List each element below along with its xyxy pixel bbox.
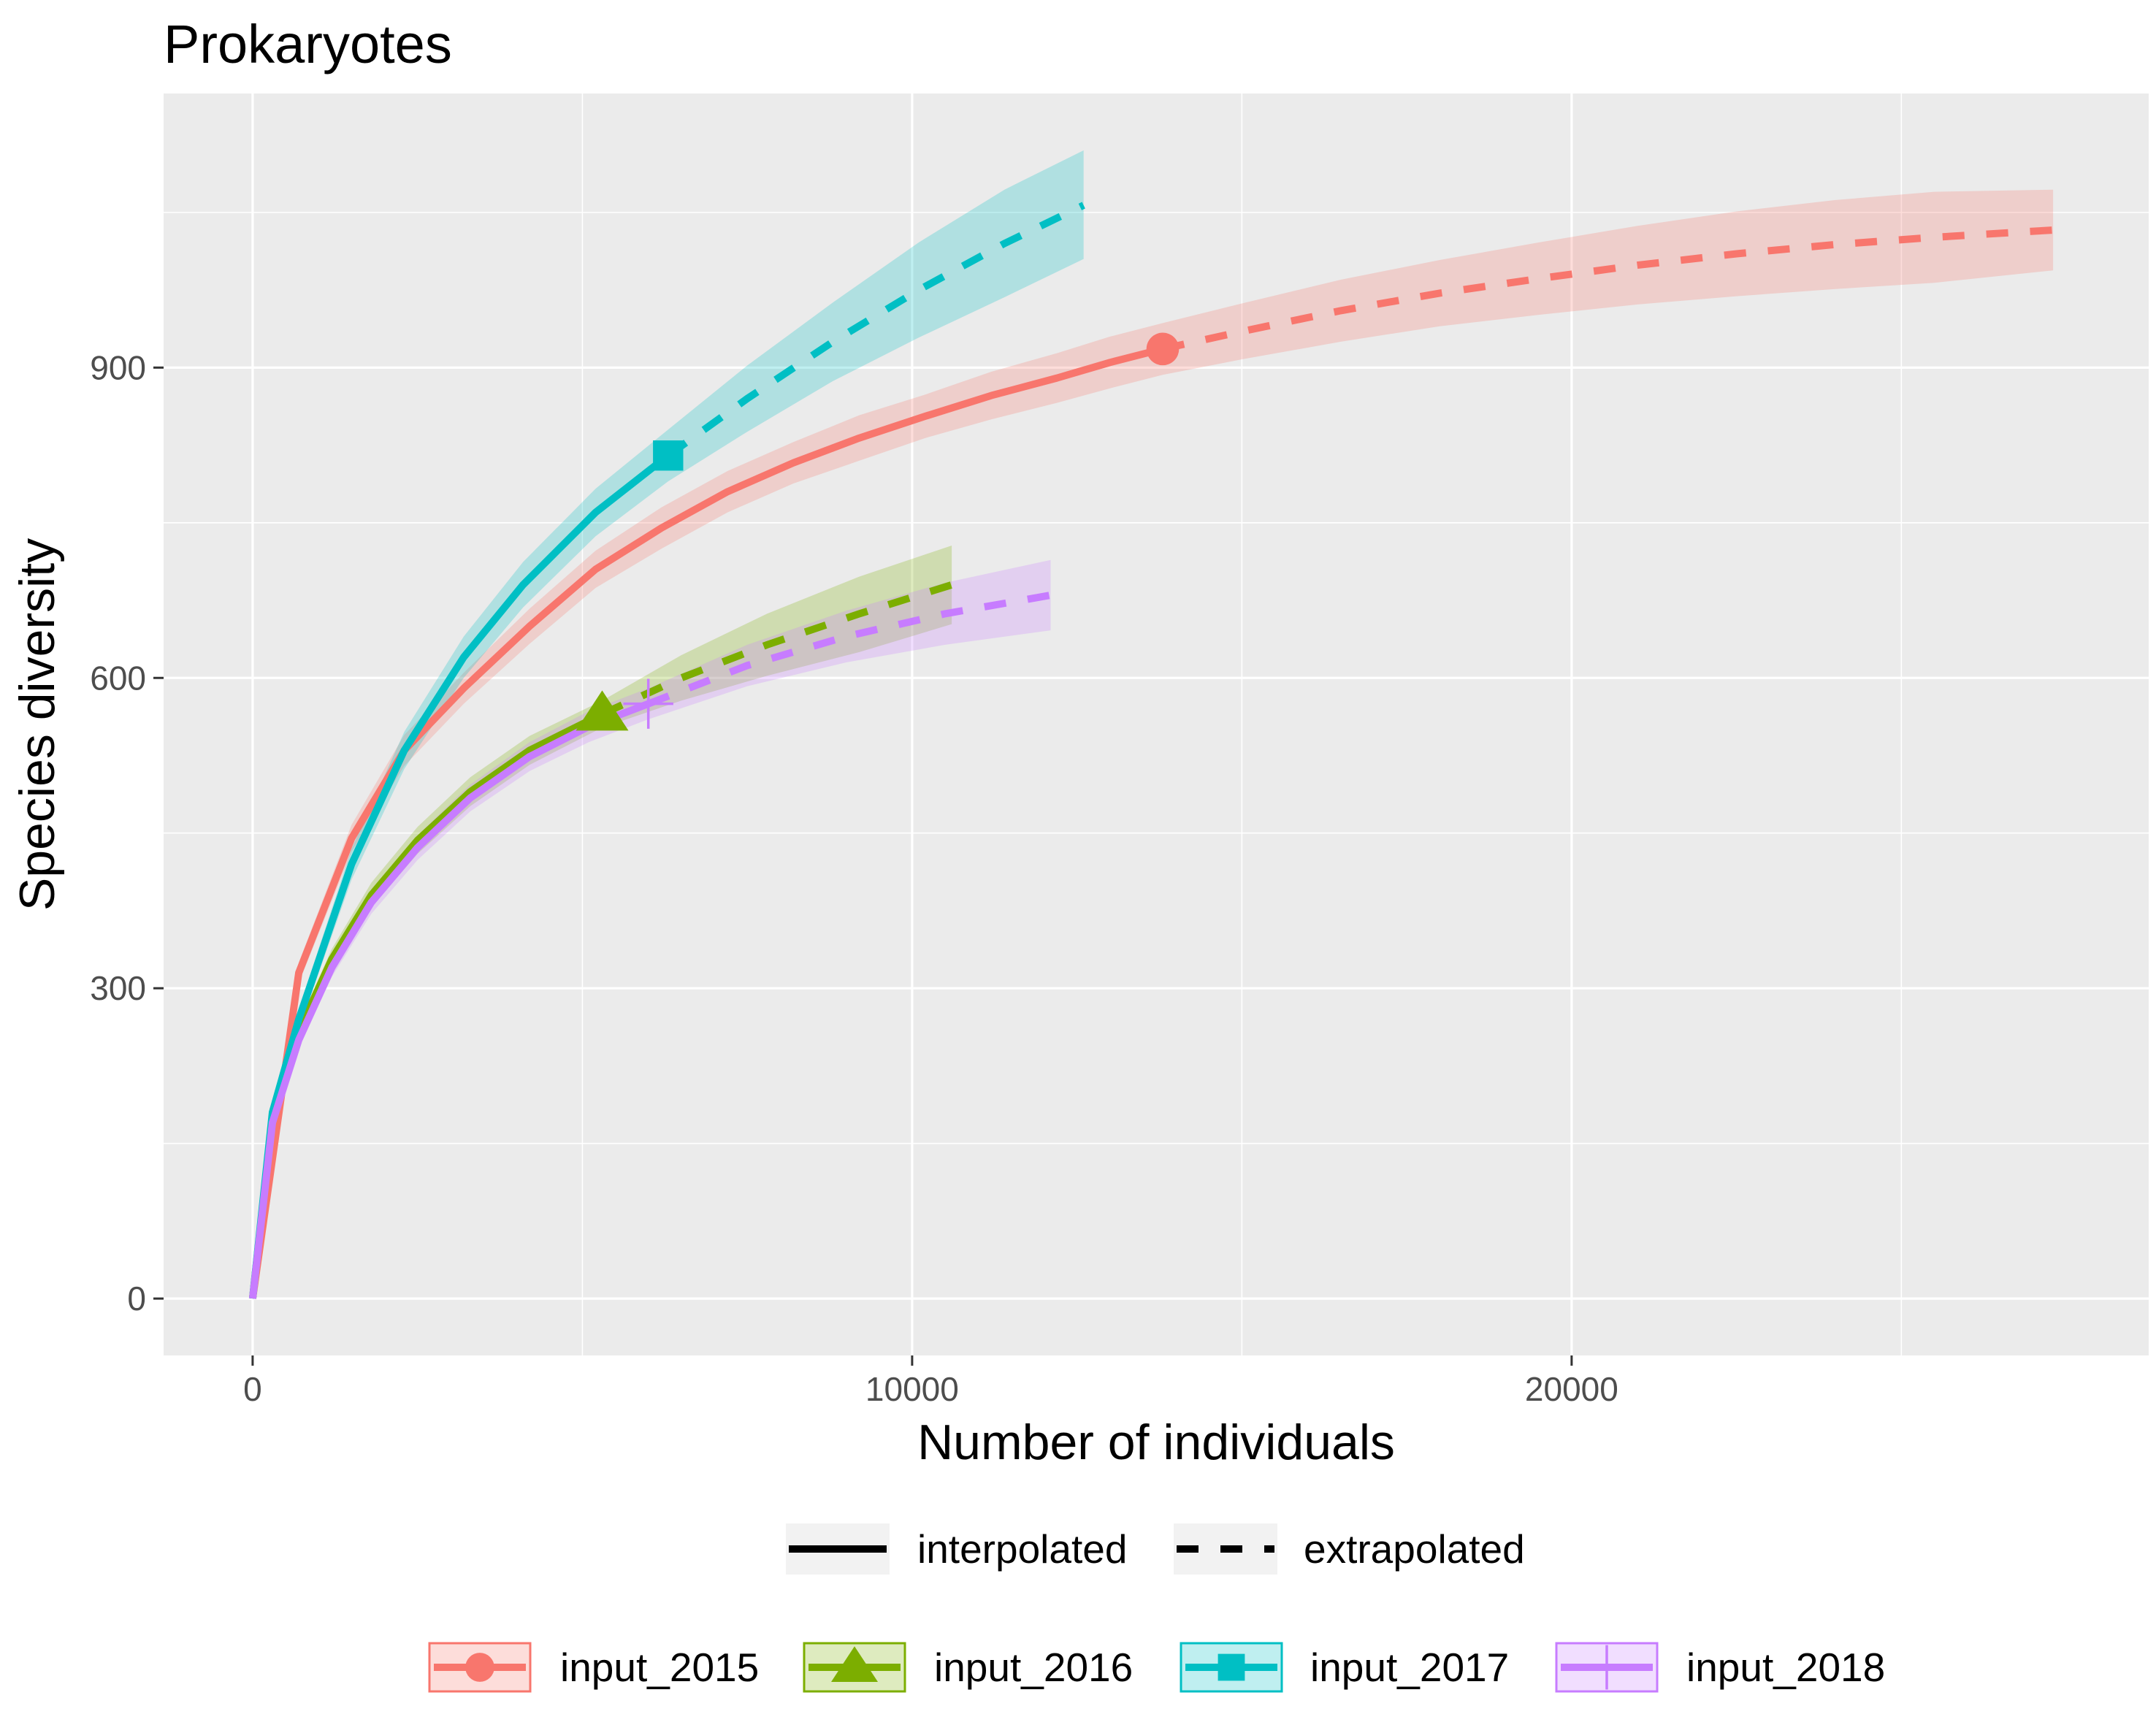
observed-point-input_2015 — [1146, 332, 1180, 366]
series-key-input_2016 — [803, 1642, 906, 1693]
linetype-key-solid — [786, 1523, 890, 1575]
y-tick-label: 600 — [90, 659, 146, 697]
observed-point-input_2017 — [653, 440, 684, 471]
extrapolated-line-input_2015 — [1161, 226, 2054, 353]
linetype-label-solid: interpolated — [917, 1526, 1127, 1572]
axis-tick-labels: 0 10000 20000 0 300 600 900 — [90, 348, 1618, 1408]
linetype-key-dashed — [1174, 1523, 1277, 1575]
observed-markers — [576, 332, 1180, 731]
x-tick-label: 10000 — [865, 1370, 959, 1408]
major-gridlines — [164, 93, 2149, 1355]
observed-point-input_2016 — [576, 690, 629, 731]
confidence-band-input_2016 — [252, 546, 952, 1299]
confidence-band-input_2018 — [252, 559, 1051, 1299]
series-label-input_2017: input_2017 — [1310, 1645, 1509, 1690]
x-tick-label: 20000 — [1525, 1370, 1618, 1408]
series-key-input_2018 — [1555, 1642, 1659, 1693]
y-axis-title: Species diversity — [9, 538, 65, 911]
series-label-input_2018: input_2018 — [1686, 1645, 1885, 1690]
chart-title: Prokaryotes — [164, 14, 452, 74]
linetype-label-dashed: extrapolated — [1304, 1526, 1525, 1572]
series-legend: input_2015 input_2016 input_2017 input_2018 — [428, 1642, 1885, 1693]
extrapolated-line-input_2016 — [600, 581, 953, 718]
series-key-marker-input_2017 — [1217, 1653, 1245, 1681]
series-lines — [248, 202, 2054, 1299]
series-label-input_2016: input_2016 — [934, 1645, 1133, 1690]
series-key-input_2015 — [428, 1642, 532, 1693]
series-key-input_2017 — [1180, 1642, 1283, 1693]
y-tick-label: 900 — [90, 348, 146, 386]
series-key-marker-input_2015 — [465, 1653, 494, 1682]
series-key-marker-input_2018 — [1584, 1645, 1629, 1690]
interpolated-line-input_2017 — [248, 452, 670, 1299]
series-label-input_2015: input_2015 — [560, 1645, 759, 1690]
x-tick-label: 0 — [243, 1370, 262, 1408]
observed-point-input_2018 — [623, 678, 673, 729]
linetype-legend: interpolated extrapolated — [786, 1523, 1525, 1575]
axis-ticks — [153, 366, 1573, 1366]
interpolated-line-input_2018 — [248, 700, 650, 1299]
plot-panel — [164, 93, 2149, 1355]
x-axis-title: Number of individuals — [917, 1415, 1395, 1470]
y-tick-label: 0 — [127, 1280, 146, 1317]
series-key-marker-input_2016 — [831, 1646, 878, 1682]
extrapolated-line-input_2017 — [665, 202, 1085, 459]
minor-gridlines — [164, 93, 2149, 1355]
interpolated-line-input_2015 — [248, 345, 1164, 1299]
y-tick-label: 300 — [90, 969, 146, 1007]
